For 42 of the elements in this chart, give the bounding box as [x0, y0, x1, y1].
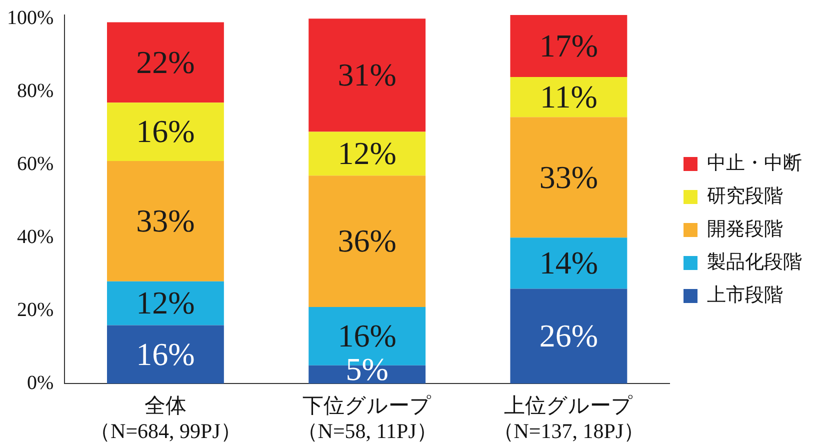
bar [308, 132, 426, 176]
data-label: 17% [539, 27, 598, 64]
bar [308, 18, 426, 132]
x-tick-label: 下位グループ（N=58, 11PJ） [296, 394, 438, 443]
bar [107, 22, 224, 103]
bar [107, 325, 224, 384]
data-label: 16% [136, 336, 195, 372]
data-label: 33% [539, 158, 598, 195]
data-label: 12% [338, 135, 396, 172]
data-label: 36% [338, 222, 396, 259]
data-label: 26% [539, 318, 598, 354]
y-tick-label: 20% [16, 298, 54, 321]
legend-label: 研究段階 [707, 184, 783, 207]
legend-label: 上市段階 [707, 284, 783, 306]
y-tick-label: 80% [16, 80, 54, 102]
data-label: 5% [346, 351, 388, 388]
data-label: 33% [136, 202, 195, 239]
bar [510, 288, 628, 384]
data-label: 16% [338, 318, 396, 354]
data-label: 31% [338, 56, 396, 93]
data-label: 16% [136, 113, 195, 150]
bar [107, 160, 224, 282]
legend-label: 製品化段階 [707, 250, 802, 273]
data-label: 14% [539, 244, 598, 281]
bar [510, 117, 628, 238]
y-tick-label: 100% [6, 6, 54, 29]
bar [107, 102, 224, 161]
data-label: 22% [136, 44, 195, 80]
x-tick-label: 上位グループ（N=137, 18PJ） [492, 394, 645, 443]
legend-label: 中止・中断 [707, 152, 802, 174]
bar [308, 176, 426, 307]
y-tick-label: 0% [26, 372, 54, 394]
bar [510, 77, 628, 118]
y-tick-label: 40% [16, 226, 54, 248]
data-label: 11% [540, 78, 598, 115]
data-label: 12% [136, 284, 195, 321]
bar [510, 238, 628, 289]
y-tick-label: 60% [16, 152, 54, 175]
bar [510, 15, 628, 78]
x-tick-label: 全体（N=684, 99PJ） [90, 394, 242, 443]
bar [107, 281, 224, 326]
legend-label: 開発段階 [707, 218, 783, 240]
